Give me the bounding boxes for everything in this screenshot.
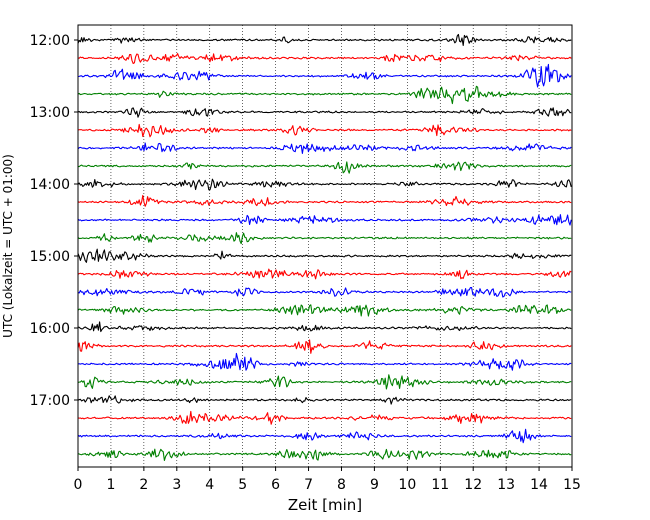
trace-8	[77, 178, 572, 191]
y-axis-label: UTC (Lokalzeit = UTC + 01:00)	[1, 154, 15, 338]
trace-7	[77, 161, 572, 174]
y-axis-ticks: 12:00 13:00 14:00 15:00 16:00 17:00	[30, 33, 78, 409]
x-tick-label-9: 9	[370, 477, 379, 493]
trace-20	[77, 395, 572, 405]
y-tick-label-3: 15:00	[30, 249, 70, 265]
x-tick-label-7: 7	[304, 477, 313, 493]
x-tick-label-2: 2	[139, 477, 148, 493]
x-tick-label-15: 15	[563, 477, 581, 493]
trace-0	[77, 33, 572, 46]
trace-1	[77, 53, 572, 65]
trace-10	[77, 214, 572, 226]
trace-4	[77, 107, 572, 118]
trace-19	[77, 374, 572, 390]
x-tick-label-0: 0	[74, 477, 83, 493]
trace-22	[77, 428, 572, 444]
trace-11	[77, 232, 572, 245]
x-axis-label: Zeit [min]	[288, 496, 362, 514]
x-tick-label-11: 11	[431, 477, 449, 493]
trace-13	[77, 268, 572, 280]
trace-12	[77, 248, 572, 263]
trace-2	[77, 63, 572, 88]
trace-23	[77, 448, 572, 462]
trace-14	[77, 287, 572, 298]
trace-6	[77, 142, 572, 154]
x-tick-label-3: 3	[172, 477, 181, 493]
trace-5	[77, 123, 572, 138]
y-tick-label-0: 12:00	[30, 33, 70, 49]
trace-17	[77, 339, 572, 354]
trace-15	[77, 304, 572, 317]
y-tick-label-4: 16:00	[30, 321, 70, 337]
x-tick-label-8: 8	[337, 477, 346, 493]
x-tick-label-14: 14	[530, 477, 548, 493]
trace-9	[77, 194, 572, 207]
trace-18	[77, 352, 572, 371]
plot-frame	[77, 24, 573, 468]
x-axis-ticks: 0 1 2 3 4 5 6 7 8 9 10 11 12 13 14 15	[74, 467, 581, 493]
seismic-traces	[77, 33, 572, 462]
trace-3	[77, 85, 572, 105]
x-tick-label-12: 12	[464, 477, 482, 493]
y-tick-label-5: 17:00	[30, 393, 70, 409]
trace-16	[77, 321, 572, 333]
x-tick-label-10: 10	[398, 477, 416, 493]
x-tick-label-4: 4	[205, 477, 214, 493]
y-tick-label-2: 14:00	[30, 177, 70, 193]
trace-21	[77, 410, 572, 425]
x-tick-label-5: 5	[238, 477, 247, 493]
x-tick-label-6: 6	[271, 477, 280, 493]
x-tick-label-13: 13	[497, 477, 515, 493]
x-tick-label-1: 1	[106, 477, 115, 493]
y-tick-label-1: 13:00	[30, 105, 70, 121]
